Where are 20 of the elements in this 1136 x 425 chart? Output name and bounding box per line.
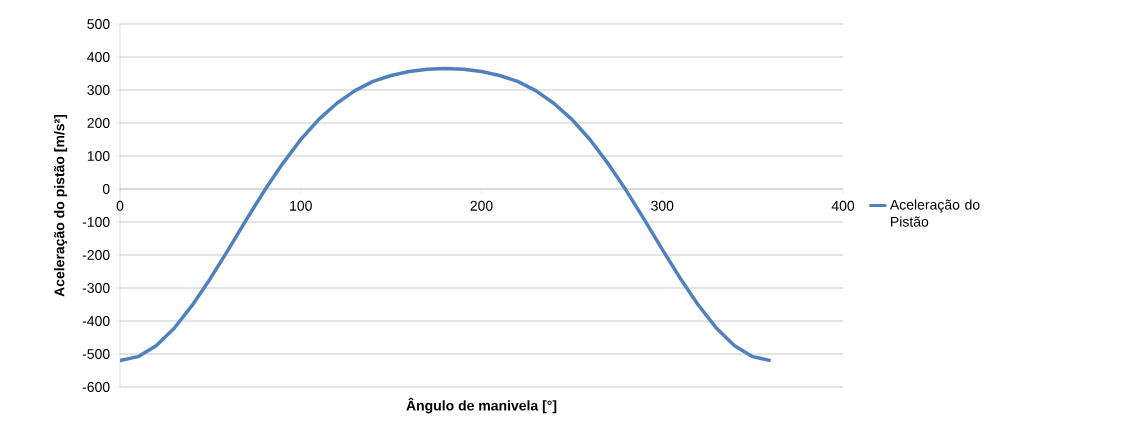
x-tick-label: 100 — [290, 200, 312, 211]
y-axis-title: Aceleração do pistão [m/s²] — [54, 114, 68, 297]
x-tick-label: 400 — [831, 200, 855, 211]
y-tick-label: -400 — [82, 316, 110, 326]
x-tick-label: 0 — [116, 200, 124, 211]
y-tick-label: -600 — [82, 382, 110, 392]
y-tick-label: -500 — [82, 349, 110, 359]
x-tick-label: 300 — [651, 200, 674, 211]
y-tick-label: -100 — [82, 217, 110, 227]
y-tick-label: 500 — [87, 19, 110, 29]
y-tick-label: 400 — [87, 52, 110, 62]
y-tick-label: 300 — [87, 85, 110, 95]
y-tick-label: 100 — [87, 151, 110, 161]
y-tick-label: 0 — [102, 184, 110, 194]
y-tick-label: -200 — [82, 250, 110, 260]
y-tick-label: 200 — [87, 118, 110, 128]
legend-label: Aceleração do Pistão — [889, 199, 980, 227]
y-tick-label: -300 — [82, 283, 110, 293]
x-tick-label: 200 — [470, 200, 493, 211]
x-axis-title: Ângulo de manivela [°] — [406, 397, 557, 414]
